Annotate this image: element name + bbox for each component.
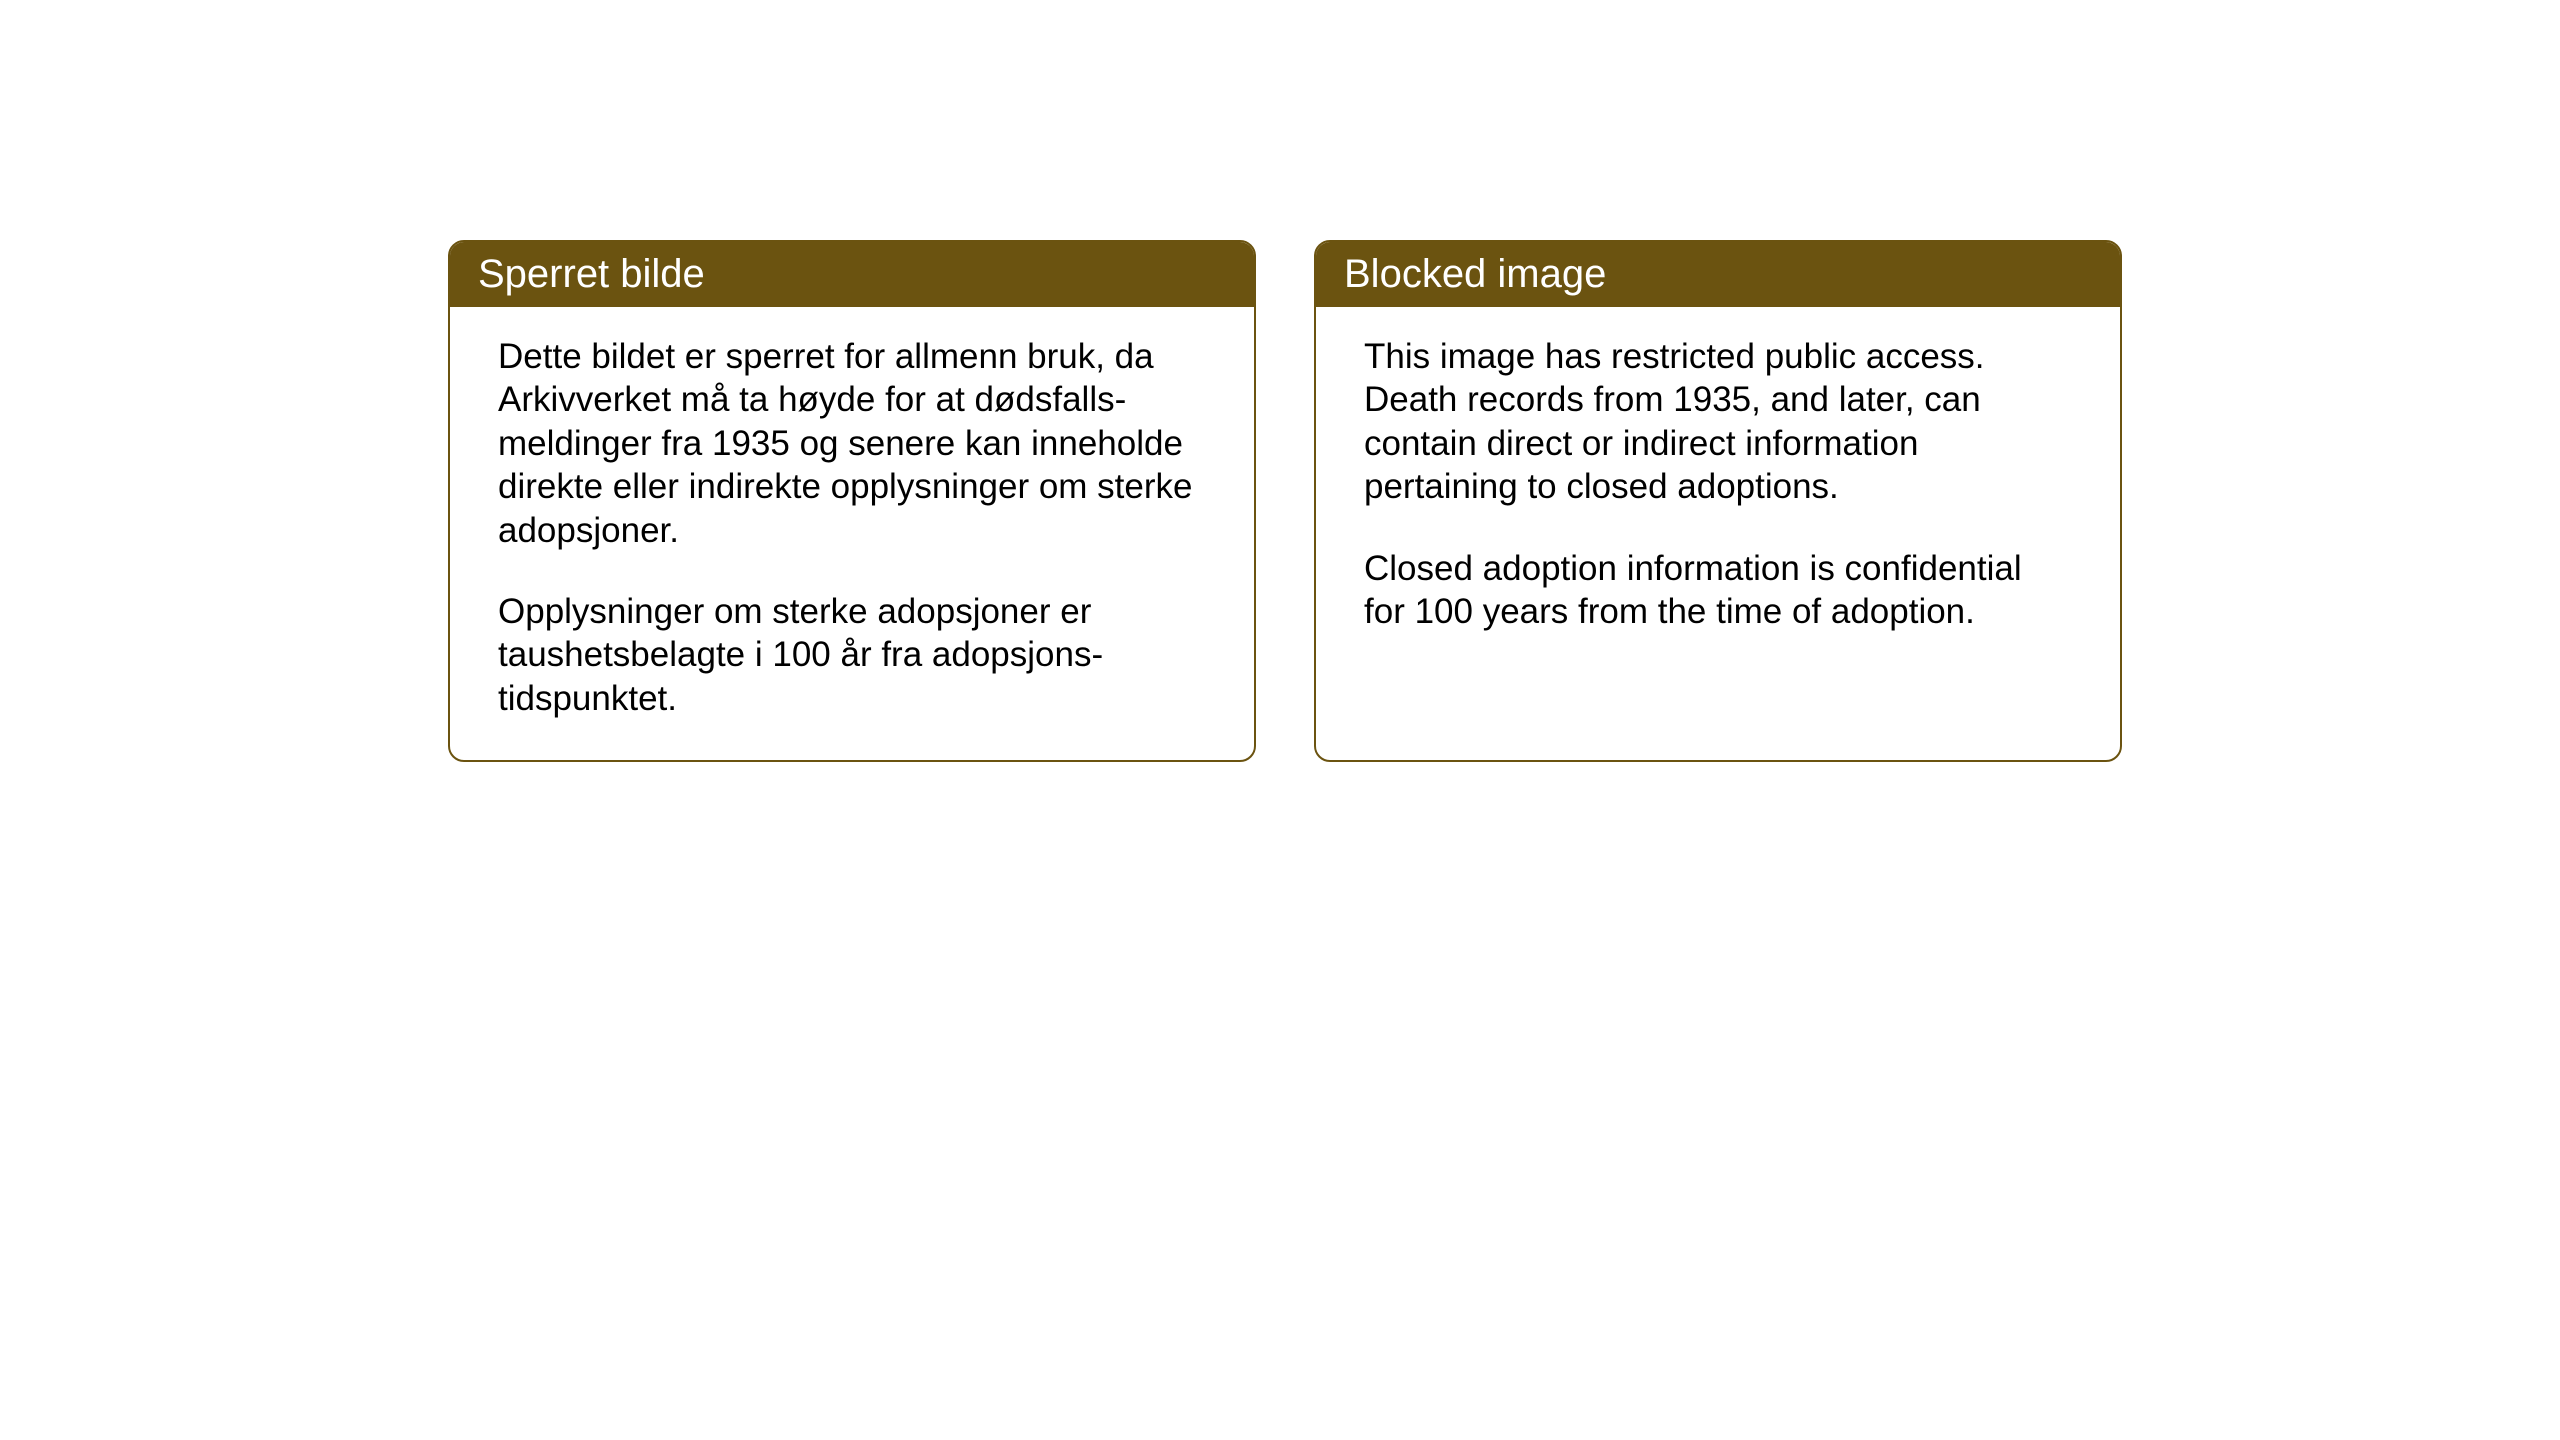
card-english-paragraph-2: Closed adoption information is confident… bbox=[1364, 547, 2072, 634]
card-norwegian-paragraph-2: Opplysninger om sterke adopsjoner er tau… bbox=[498, 590, 1206, 720]
card-norwegian-header: Sperret bilde bbox=[450, 242, 1254, 307]
cards-container: Sperret bilde Dette bildet er sperret fo… bbox=[448, 240, 2122, 762]
card-english-header: Blocked image bbox=[1316, 242, 2120, 307]
card-norwegian-paragraph-1: Dette bildet er sperret for allmenn bruk… bbox=[498, 335, 1206, 552]
card-norwegian-title: Sperret bilde bbox=[478, 252, 705, 296]
card-english-paragraph-1: This image has restricted public access.… bbox=[1364, 335, 2072, 509]
card-english-body: This image has restricted public access.… bbox=[1316, 307, 2120, 673]
card-norwegian-body: Dette bildet er sperret for allmenn bruk… bbox=[450, 307, 1254, 760]
card-norwegian: Sperret bilde Dette bildet er sperret fo… bbox=[448, 240, 1256, 762]
card-english-title: Blocked image bbox=[1344, 252, 1606, 296]
card-english: Blocked image This image has restricted … bbox=[1314, 240, 2122, 762]
